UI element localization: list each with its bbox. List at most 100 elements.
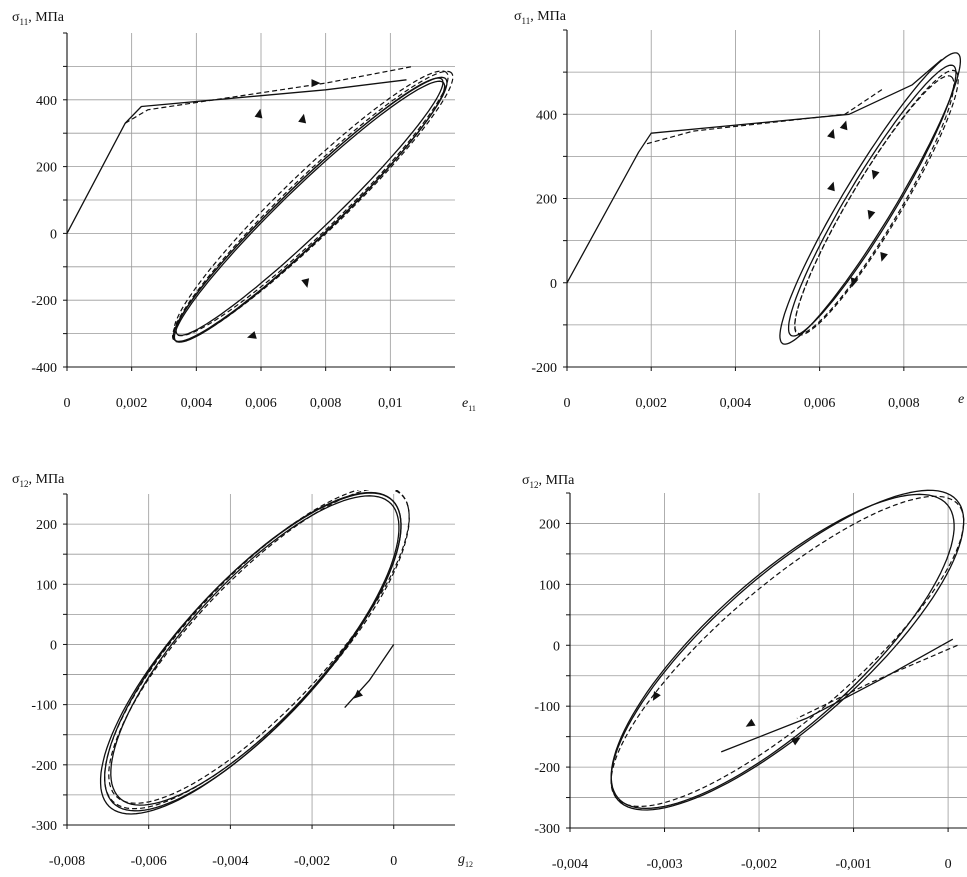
- y-tick-label: 400: [36, 94, 57, 109]
- y-tick-label: 100: [539, 578, 560, 593]
- loading-curve-solid: [567, 59, 943, 284]
- x-tick-label: 0,006: [804, 396, 836, 411]
- y-tick-label: 100: [36, 578, 57, 593]
- x-tick-label: 0,004: [720, 396, 752, 411]
- y-tick-label: -200: [534, 761, 560, 776]
- x-tick-label: 0,01: [378, 396, 403, 411]
- hysteresis-loop-dashed: [794, 69, 959, 336]
- hysteresis-loop-solid: [787, 64, 957, 337]
- y-tick-label: 0: [50, 638, 57, 653]
- chart-panel-stress12-g: -300 -200 -100 0 100 200 -0,004 -0,003 -0,002 -0,…: [522, 473, 967, 872]
- loading-curve-solid: [344, 644, 395, 709]
- x-tick-label: 0: [390, 854, 397, 869]
- y-tick-label: -200: [531, 361, 557, 376]
- y-axis-title: σ12, МПа: [12, 472, 65, 489]
- y-tick-label: 0: [550, 277, 557, 292]
- direction-arrow: [298, 113, 307, 124]
- y-axis-subscript: 12: [20, 479, 29, 489]
- y-tick-label: -300: [534, 822, 560, 837]
- y-axis-title: σ12, МПа: [522, 473, 575, 490]
- x-tick-label: 0,006: [245, 396, 277, 411]
- hysteresis-loop-solid: [99, 492, 402, 815]
- x-tick-label: 0: [945, 857, 952, 872]
- chart-panel-stress12-g12: -300 -200 -100 0 100 200 -0,008 -0,006 -0,004 -0,…: [12, 472, 473, 869]
- hysteresis-loop-dashed: [610, 495, 965, 807]
- direction-arrow: [880, 252, 888, 262]
- y-axis-subscript: 11: [20, 17, 29, 27]
- direction-arrow: [353, 689, 363, 699]
- y-axis-unit: , МПа: [539, 473, 576, 488]
- x-tick-label: 0: [64, 396, 71, 411]
- y-tick-label: -100: [534, 700, 560, 715]
- y-tick-label: 200: [539, 517, 560, 532]
- x-tick-label: 0,002: [635, 396, 667, 411]
- x-tick-label: 0,002: [116, 396, 148, 411]
- direction-arrow: [871, 169, 880, 180]
- y-axis-subscript: 11: [522, 16, 531, 26]
- hysteresis-loop-solid: [610, 489, 965, 811]
- loading-curve-dashed: [796, 644, 958, 719]
- x-axis-symbol: e: [462, 396, 468, 411]
- direction-arrow: [301, 278, 310, 288]
- x-tick-label: 0: [564, 396, 571, 411]
- direction-arrow: [745, 718, 756, 727]
- y-tick-label: -200: [31, 294, 57, 309]
- loading-curve-solid: [67, 79, 407, 234]
- y-tick-label: -100: [31, 699, 57, 714]
- hysteresis-loop-solid: [110, 495, 400, 806]
- y-axis-subscript: 12: [530, 480, 539, 490]
- x-axis-symbol: e: [958, 392, 964, 407]
- x-tick-label: -0,004: [212, 854, 248, 869]
- y-axis-title: σ11, МПа: [514, 9, 567, 26]
- hysteresis-loop-solid: [779, 52, 962, 345]
- chart-panel-stress11-e: -200 0 200 400 0 0,002 0,004 0,006 0,008 σ11, МПа…: [514, 9, 967, 411]
- y-axis-symbol: σ: [514, 9, 522, 24]
- y-axis-symbol: σ: [12, 472, 20, 487]
- x-axis-title: e11: [462, 396, 476, 413]
- direction-arrow: [827, 128, 835, 139]
- x-axis-subscript: 12: [465, 860, 473, 869]
- y-axis-unit: , МПа: [530, 9, 567, 24]
- x-tick-label: -0,002: [741, 857, 777, 872]
- direction-arrow: [867, 209, 876, 220]
- hysteresis-loop-dashed: [104, 490, 410, 810]
- hysteresis-loop-dashed: [173, 70, 449, 337]
- direction-arrow: [247, 331, 257, 339]
- x-tick-label: -0,002: [294, 854, 330, 869]
- x-axis-subscript: 11: [468, 404, 476, 413]
- y-axis-title: σ11, МПа: [12, 10, 65, 27]
- y-axis-symbol: σ: [522, 473, 530, 488]
- x-axis-title: g12: [458, 852, 473, 869]
- y-tick-label: -300: [31, 819, 57, 834]
- direction-arrow: [839, 120, 848, 131]
- y-tick-label: 0: [553, 639, 560, 654]
- curves: [99, 490, 410, 815]
- x-tick-label: 0,004: [181, 396, 213, 411]
- hysteresis-loop-solid: [173, 80, 446, 343]
- hysteresis-loop-solid: [172, 76, 448, 343]
- y-axis-symbol: σ: [12, 10, 20, 25]
- direction-arrow: [254, 108, 263, 119]
- chart-panel-stress11-e11: -400 -200 0 200 400 0 0,002 0,004 0,006 0,008 0,01…: [12, 10, 476, 413]
- x-tick-label: -0,003: [646, 857, 682, 872]
- hysteresis-loop-dashed: [171, 70, 454, 343]
- direction-arrow: [850, 277, 859, 288]
- y-tick-label: 200: [536, 193, 557, 208]
- y-tick-label: -400: [31, 361, 57, 376]
- y-tick-label: 0: [50, 227, 57, 242]
- loading-curve-dashed: [124, 65, 414, 124]
- direction-arrow: [311, 79, 321, 88]
- curves: [567, 52, 962, 345]
- x-axis-symbol: g: [458, 852, 465, 867]
- x-tick-label: 0,008: [310, 396, 342, 411]
- y-tick-label: -200: [31, 759, 57, 774]
- loading-curve-dashed: [646, 88, 884, 145]
- y-tick-label: 200: [36, 518, 57, 533]
- hysteresis-loop-solid: [610, 493, 955, 810]
- hysteresis-loop-solid: [104, 491, 402, 812]
- x-tick-label: -0,004: [552, 857, 588, 872]
- hysteresis-loop-dashed: [108, 490, 410, 804]
- curves: [610, 489, 965, 811]
- direction-arrow: [790, 737, 801, 746]
